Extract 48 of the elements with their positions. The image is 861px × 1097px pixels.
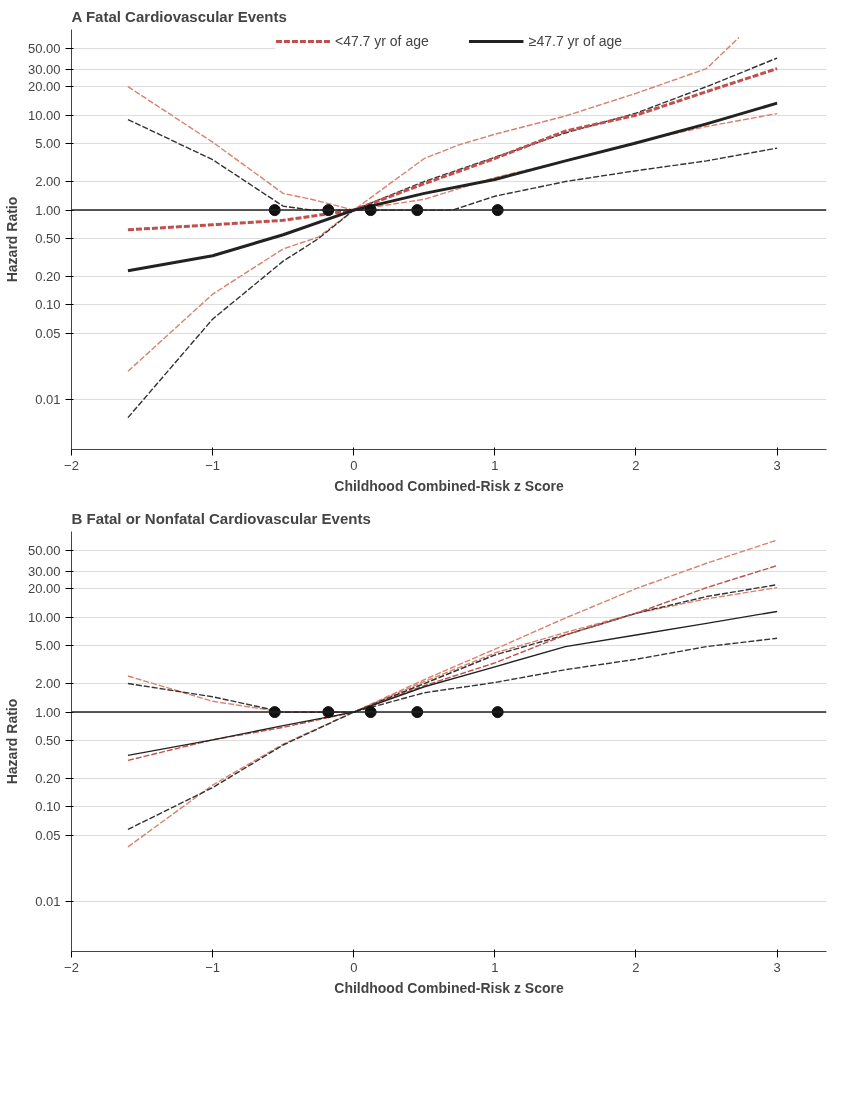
x-tick-label: 0 — [350, 457, 358, 473]
y-axis-title: Hazard Ratio — [3, 196, 20, 283]
y-tick-label: 5.00 — [35, 638, 61, 654]
x-tick-label: −1 — [205, 457, 221, 473]
y-tick-label: 0.01 — [35, 392, 61, 408]
y-tick-label: 0.20 — [35, 770, 61, 786]
y-tick-label: 30.00 — [27, 564, 61, 580]
y-axis-title: Hazard Ratio — [3, 698, 20, 785]
x-tick-label: 2 — [632, 959, 640, 975]
chart-title: B Fatal or Nonfatal Cardiovascular Events — [71, 509, 371, 527]
y-tick-label: 0.05 — [35, 828, 61, 844]
y-tick-label: 50.00 — [27, 543, 61, 559]
x-tick-label: 3 — [773, 457, 781, 473]
x-axis-title: Childhood Combined-Risk z Score — [334, 979, 564, 996]
x-tick-label: −2 — [64, 457, 79, 473]
y-tick-label: 20.00 — [27, 581, 61, 597]
x-tick-label: −1 — [205, 959, 221, 975]
x-tick-label: 3 — [773, 959, 781, 975]
y-tick-label: 2.00 — [35, 676, 61, 692]
x-tick-label: −2 — [64, 959, 79, 975]
y-tick-label: 20.00 — [27, 79, 61, 95]
y-tick-label: 0.20 — [35, 268, 61, 284]
line-series — [127, 564, 778, 762]
y-tick-label: 0.01 — [35, 894, 61, 910]
line-series — [127, 36, 740, 211]
y-tick-label: 50.00 — [27, 41, 61, 57]
legend-label: <47.7 yr of age — [334, 33, 429, 49]
chart-title: A Fatal Cardiovascular Events — [71, 7, 287, 25]
x-tick-label: 1 — [491, 457, 499, 473]
y-tick-label: 2.00 — [35, 174, 61, 190]
x-tick-label: 2 — [632, 457, 640, 473]
line-series — [126, 67, 779, 232]
x-tick-label: 0 — [350, 959, 358, 975]
x-tick-label: 1 — [491, 959, 499, 975]
y-tick-label: 0.05 — [35, 326, 61, 342]
y-tick-label: 1.00 — [35, 202, 61, 218]
y-tick-label: 0.10 — [35, 799, 61, 815]
y-tick-label: 1.00 — [35, 704, 61, 720]
line-series — [127, 57, 778, 211]
y-tick-label: 0.50 — [35, 733, 61, 749]
y-tick-label: 0.10 — [35, 297, 61, 313]
y-tick-label: 10.00 — [27, 609, 61, 625]
legend-label: ≥47.7 yr of age — [528, 33, 623, 49]
y-tick-label: 0.50 — [35, 231, 61, 247]
y-tick-label: 10.00 — [27, 107, 61, 123]
y-tick-label: 30.00 — [27, 62, 61, 78]
x-axis-title: Childhood Combined-Risk z Score — [334, 477, 564, 494]
y-tick-label: 5.00 — [35, 136, 61, 152]
